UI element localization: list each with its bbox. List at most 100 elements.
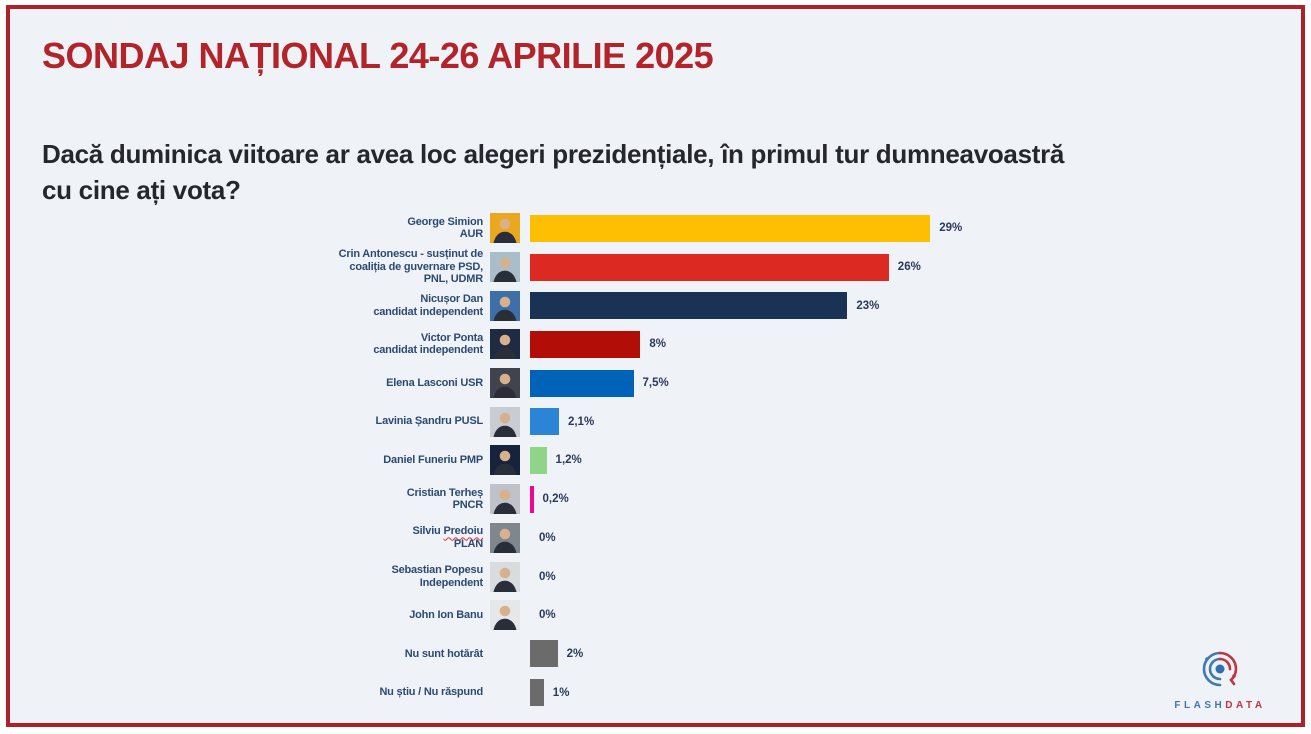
- bar-cell: 0%: [530, 571, 1301, 583]
- candidate-photo: [490, 600, 520, 631]
- chart-row: Lavinia Șandru PUSL 2,1%: [10, 402, 1301, 441]
- candidate-label-line: Victor Ponta: [420, 331, 483, 344]
- candidate-label: Nu știu / Nu răspund: [10, 686, 483, 699]
- candidate-label: Daniel Funeriu PMP: [10, 454, 483, 467]
- value-label: 0,2%: [542, 493, 569, 506]
- bar-cell: 29%: [530, 214, 1301, 242]
- photo-cell: [483, 639, 530, 669]
- candidate-photo: [490, 406, 520, 437]
- chart-row: George Simion AUR 29%: [10, 209, 1301, 248]
- bar: [530, 292, 848, 320]
- bar: [530, 485, 534, 513]
- candidate-label-line: Crin Antonescu - susținut de: [338, 248, 484, 261]
- value-label: 2%: [566, 647, 584, 660]
- candidate-label-line: coaliția de guvernare PSD,: [349, 260, 483, 273]
- candidate-label-line: Lavinia Șandru PUSL: [375, 415, 484, 428]
- poll-slide: SONDAJ NAȚIONAL 24-26 APRILIE 2025 Dacă …: [6, 5, 1305, 727]
- candidate-label-line: George Simion: [407, 215, 483, 228]
- bar: [530, 679, 544, 707]
- bar: [530, 640, 558, 668]
- bar-cell: 0%: [530, 609, 1301, 621]
- candidate-label-line: John Ion Banu: [409, 608, 483, 621]
- photo-cell: [483, 329, 530, 360]
- candidate-label-line: Sebastian Popesu: [391, 563, 483, 576]
- bar: [530, 330, 641, 358]
- candidate-label-line: Nu sunt hotărât: [404, 647, 483, 660]
- candidate-photo: [490, 213, 520, 244]
- chart-row: Elena Lasconi USR 7,5%: [10, 364, 1301, 403]
- value-label: 2,1%: [567, 415, 595, 428]
- candidate-label: Sebastian Popesu Independent: [10, 564, 483, 589]
- candidate-label-line: candidat independent: [373, 305, 483, 318]
- page-title: SONDAJ NAȚIONAL 24-26 APRILIE 2025: [42, 35, 714, 76]
- bar: [530, 253, 889, 281]
- misspelled-word: Predoiu: [443, 525, 483, 538]
- bar-cell: 0,2%: [530, 485, 1301, 513]
- candidate-label: George Simion AUR: [10, 216, 483, 241]
- candidate-label: Silviu Predoiu PLAN: [10, 525, 483, 550]
- photo-cell: [483, 368, 530, 399]
- chart-row: Nicușor Dan candidat independent 23%: [10, 286, 1301, 325]
- candidate-photo: [490, 329, 520, 360]
- value-label: 1,2%: [555, 454, 582, 467]
- candidate-photo: [490, 252, 520, 283]
- value-label: 0%: [539, 609, 556, 622]
- value-label: 7,5%: [642, 377, 669, 390]
- chart-row: Silviu Predoiu PLAN 0%: [10, 519, 1301, 558]
- photo-cell: [483, 252, 530, 283]
- flashdata-swirl-icon: [1202, 651, 1238, 687]
- candidate-label: Lavinia Șandru PUSL: [10, 415, 484, 428]
- flashdata-logo: FLASHDATA: [1165, 646, 1275, 711]
- candidate-photo: [490, 290, 520, 321]
- candidate-label-line: candidat independent: [373, 344, 483, 357]
- photo-cell: [483, 213, 530, 244]
- candidate-label: Nicușor Dan candidat independent: [10, 293, 483, 318]
- value-label: 8%: [649, 338, 667, 351]
- candidate-label: Cristian Terheș PNCR: [10, 487, 483, 512]
- value-label: 29%: [939, 222, 963, 235]
- candidate-label-line: Independent: [419, 576, 483, 589]
- bar: [530, 369, 634, 397]
- candidate-label-line: AUR: [459, 228, 483, 241]
- candidate-label-line: Elena Lasconi USR: [386, 376, 483, 389]
- candidate-label-line: Silviu Predoiu: [412, 525, 483, 538]
- candidate-photo: [490, 484, 520, 515]
- candidate-label-line: Nu știu / Nu răspund: [379, 686, 483, 699]
- photo-cell: [483, 600, 530, 631]
- chart-row: Crin Antonescu - susținut de coaliția de …: [10, 248, 1301, 287]
- photo-cell: [483, 678, 530, 708]
- chart-row: Nu sunt hotărât 2%: [10, 635, 1301, 674]
- bar-cell: 2%: [530, 640, 1301, 668]
- bar-cell: 23%: [530, 292, 1301, 320]
- photo-cell: [483, 522, 530, 553]
- poll-bar-chart: George Simion AUR 29% Crin Antonescu - susț…: [10, 209, 1301, 712]
- candidate-label: Nu sunt hotărât: [10, 648, 483, 661]
- bar-cell: 2,1%: [530, 408, 1301, 436]
- bar-cell: 7,5%: [530, 369, 1301, 397]
- photo-cell: [483, 484, 530, 515]
- chart-row: Nu știu / Nu răspund 1%: [10, 673, 1301, 712]
- candidate-label-line: Daniel Funeriu PMP: [383, 454, 483, 467]
- candidate-label: Crin Antonescu - susținut de coaliția de …: [10, 248, 484, 286]
- candidate-photo: [490, 445, 520, 476]
- bar: [530, 408, 559, 436]
- bar-cell: 8%: [530, 330, 1301, 358]
- flashdata-wordmark: FLASHDATA: [1165, 700, 1275, 711]
- candidate-label-line: PNCR: [452, 499, 484, 512]
- value-label: 0%: [539, 531, 556, 544]
- value-label: 23%: [856, 299, 880, 312]
- candidate-label: Victor Ponta candidat independent: [10, 332, 483, 357]
- candidate-label-line: PLAN: [453, 537, 483, 550]
- poll-question-line-2: cu cine ați vota?: [42, 175, 241, 205]
- chart-row: Sebastian Popesu Independent 0%: [10, 557, 1301, 596]
- photo-cell: [483, 561, 530, 592]
- bar-cell: 1%: [530, 679, 1301, 707]
- candidate-photo: [490, 368, 520, 399]
- bar-cell: 1,2%: [530, 446, 1301, 474]
- chart-row: John Ion Banu 0%: [10, 596, 1301, 635]
- candidate-photo: [490, 561, 520, 592]
- photo-cell: [483, 406, 530, 437]
- bar-cell: 0%: [530, 532, 1301, 544]
- candidate-label-line: Nicușor Dan: [420, 293, 483, 306]
- candidate-label: Elena Lasconi USR: [10, 377, 483, 390]
